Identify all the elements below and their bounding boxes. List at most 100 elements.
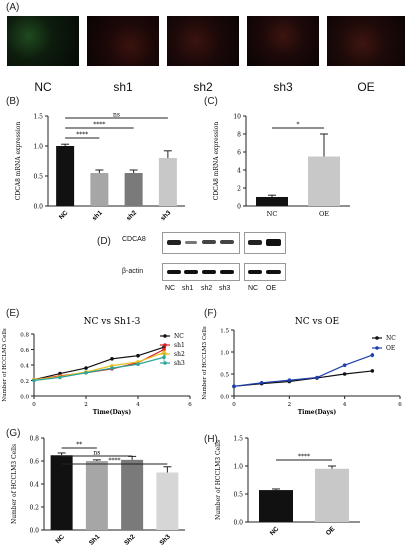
- y-tick-label: 4: [237, 168, 241, 175]
- y-tick-label: 0.0: [20, 395, 29, 401]
- fluorescence-label-sh2: sh2: [193, 80, 213, 94]
- x-tick-label: sh2: [125, 209, 138, 222]
- bar: [308, 156, 340, 206]
- chart-title: NC vs Sh1-3: [84, 317, 141, 327]
- data-point: [136, 353, 140, 358]
- y-tick-label: 0.0: [233, 520, 243, 527]
- x-tick-label: sh3: [159, 209, 172, 222]
- blot-band: [266, 239, 281, 246]
- significance-label: ns: [93, 450, 100, 457]
- panel-letter-h: (H): [204, 434, 218, 445]
- blot-frame-actin-right: [244, 263, 286, 281]
- bar: [156, 472, 179, 530]
- blot-band: [202, 270, 216, 274]
- blot-band: [167, 270, 181, 274]
- blot-frame-cdca8-right: [244, 232, 286, 254]
- legend-marker: [375, 336, 379, 340]
- series-line: [233, 370, 373, 387]
- bar: [121, 459, 144, 530]
- panel-letter-b: (B): [6, 96, 20, 107]
- fluorescence-label-oe: OE: [357, 80, 375, 94]
- x-tick-label: 4: [343, 402, 347, 408]
- significance-label: ****: [109, 458, 121, 465]
- fluorescence-label-nc: NC: [34, 80, 52, 94]
- chart-b: 0.0 0.5 1.0 1.5 CDCA8 mRNA expression NC sh1 sh…: [15, 112, 185, 222]
- x-tick-label: Sh1: [88, 533, 102, 547]
- y-tick-label: 6: [237, 150, 241, 157]
- data-point: [342, 363, 347, 367]
- y-tick-label: 0.5: [233, 492, 243, 499]
- chart-f: 0.0 0.5 1.0 1.5 Number of HCCLM3 Cells 0 2 4 6 Ti…: [202, 317, 402, 416]
- blot-frame-cdca8-left: [162, 232, 240, 254]
- blot-band: [202, 240, 216, 244]
- blot-row-label-cdca8: CDCA8: [122, 236, 146, 243]
- significance-label: ns: [113, 112, 120, 119]
- legend-marker: [163, 343, 167, 347]
- y-tick-label: 0.4: [29, 482, 39, 489]
- blot-lane-nc: NC: [165, 285, 176, 292]
- blot-band: [248, 240, 262, 245]
- blot-band: [220, 240, 234, 244]
- x-tick-label: NC: [267, 210, 278, 218]
- fluorescence-image-sh2: [167, 16, 239, 66]
- y-tick-label: 0.4: [20, 364, 29, 370]
- panel-letter-f: (F): [204, 308, 217, 319]
- data-point: [315, 375, 319, 380]
- y-tick-label: 1.0: [33, 144, 43, 151]
- chart-title: NC vs OE: [295, 317, 339, 327]
- y-tick-label: 1.0: [220, 351, 229, 357]
- y-tick-label: 0.8: [20, 333, 29, 339]
- bar: [124, 173, 143, 206]
- bar: [85, 461, 108, 530]
- data-point: [136, 362, 140, 367]
- x-tick-label: 0: [32, 402, 36, 408]
- blot-band: [220, 270, 234, 274]
- bar: [90, 173, 109, 206]
- x-tick-label: 6: [188, 402, 192, 408]
- fluorescence-image-oe: [327, 16, 405, 66]
- x-tick-label: sh1: [91, 209, 104, 222]
- x-tick-label: 2: [288, 402, 292, 408]
- data-point: [287, 378, 292, 382]
- legend-label: NC: [174, 333, 184, 340]
- panel-letter-g: (G): [6, 428, 21, 439]
- x-tick-label: NC: [54, 533, 66, 545]
- fluorescence-image-sh3: [247, 16, 319, 66]
- y-tick-label: 1.5: [33, 114, 43, 121]
- panel-letter-e: (E): [6, 308, 20, 319]
- blot-row-label-actin: β-actin: [122, 268, 144, 275]
- y-axis-label: Number of HCCLM3 Cells: [202, 326, 208, 400]
- bar: [259, 490, 293, 522]
- blot-frame-actin-left: [162, 263, 240, 281]
- data-point: [58, 375, 62, 380]
- y-axis-label: Number of HCCLM3 Cells: [2, 328, 8, 402]
- blot-lane-sh2: sh2: [201, 285, 213, 292]
- y-tick-label: 8: [237, 132, 241, 139]
- y-axis-label: CDCA8 mRNA expression: [15, 122, 22, 201]
- significance-label: ****: [298, 454, 310, 461]
- data-point: [110, 366, 114, 370]
- bar: [158, 158, 177, 206]
- x-tick-label: 4: [136, 402, 140, 408]
- blot-band: [185, 241, 197, 244]
- x-tick-label: NC: [58, 209, 70, 221]
- y-axis-label: Number of HCCLM3 Cells: [215, 440, 222, 520]
- x-tick-label: 2: [84, 402, 88, 408]
- fluorescence-image-sh1: [87, 16, 159, 66]
- significance-label: *: [297, 122, 300, 129]
- data-point: [259, 381, 264, 385]
- y-tick-label: 1.5: [220, 329, 229, 335]
- y-tick-label: 1.5: [233, 436, 243, 443]
- legend-label: OE: [386, 345, 395, 352]
- blot-lane-sh3: sh3: [219, 285, 231, 292]
- blot-lane-nc-right: NC: [248, 285, 259, 292]
- series-line: [33, 346, 165, 381]
- y-tick-label: 0.0: [29, 528, 39, 535]
- x-axis-label: Time(Days): [93, 409, 132, 416]
- y-tick-label: 0.6: [29, 459, 39, 466]
- y-tick-label: 0.0: [220, 395, 229, 401]
- legend-label: sh2: [174, 351, 185, 358]
- blot-band: [266, 270, 281, 274]
- series-line: [33, 356, 165, 382]
- significance-label: **: [76, 442, 82, 449]
